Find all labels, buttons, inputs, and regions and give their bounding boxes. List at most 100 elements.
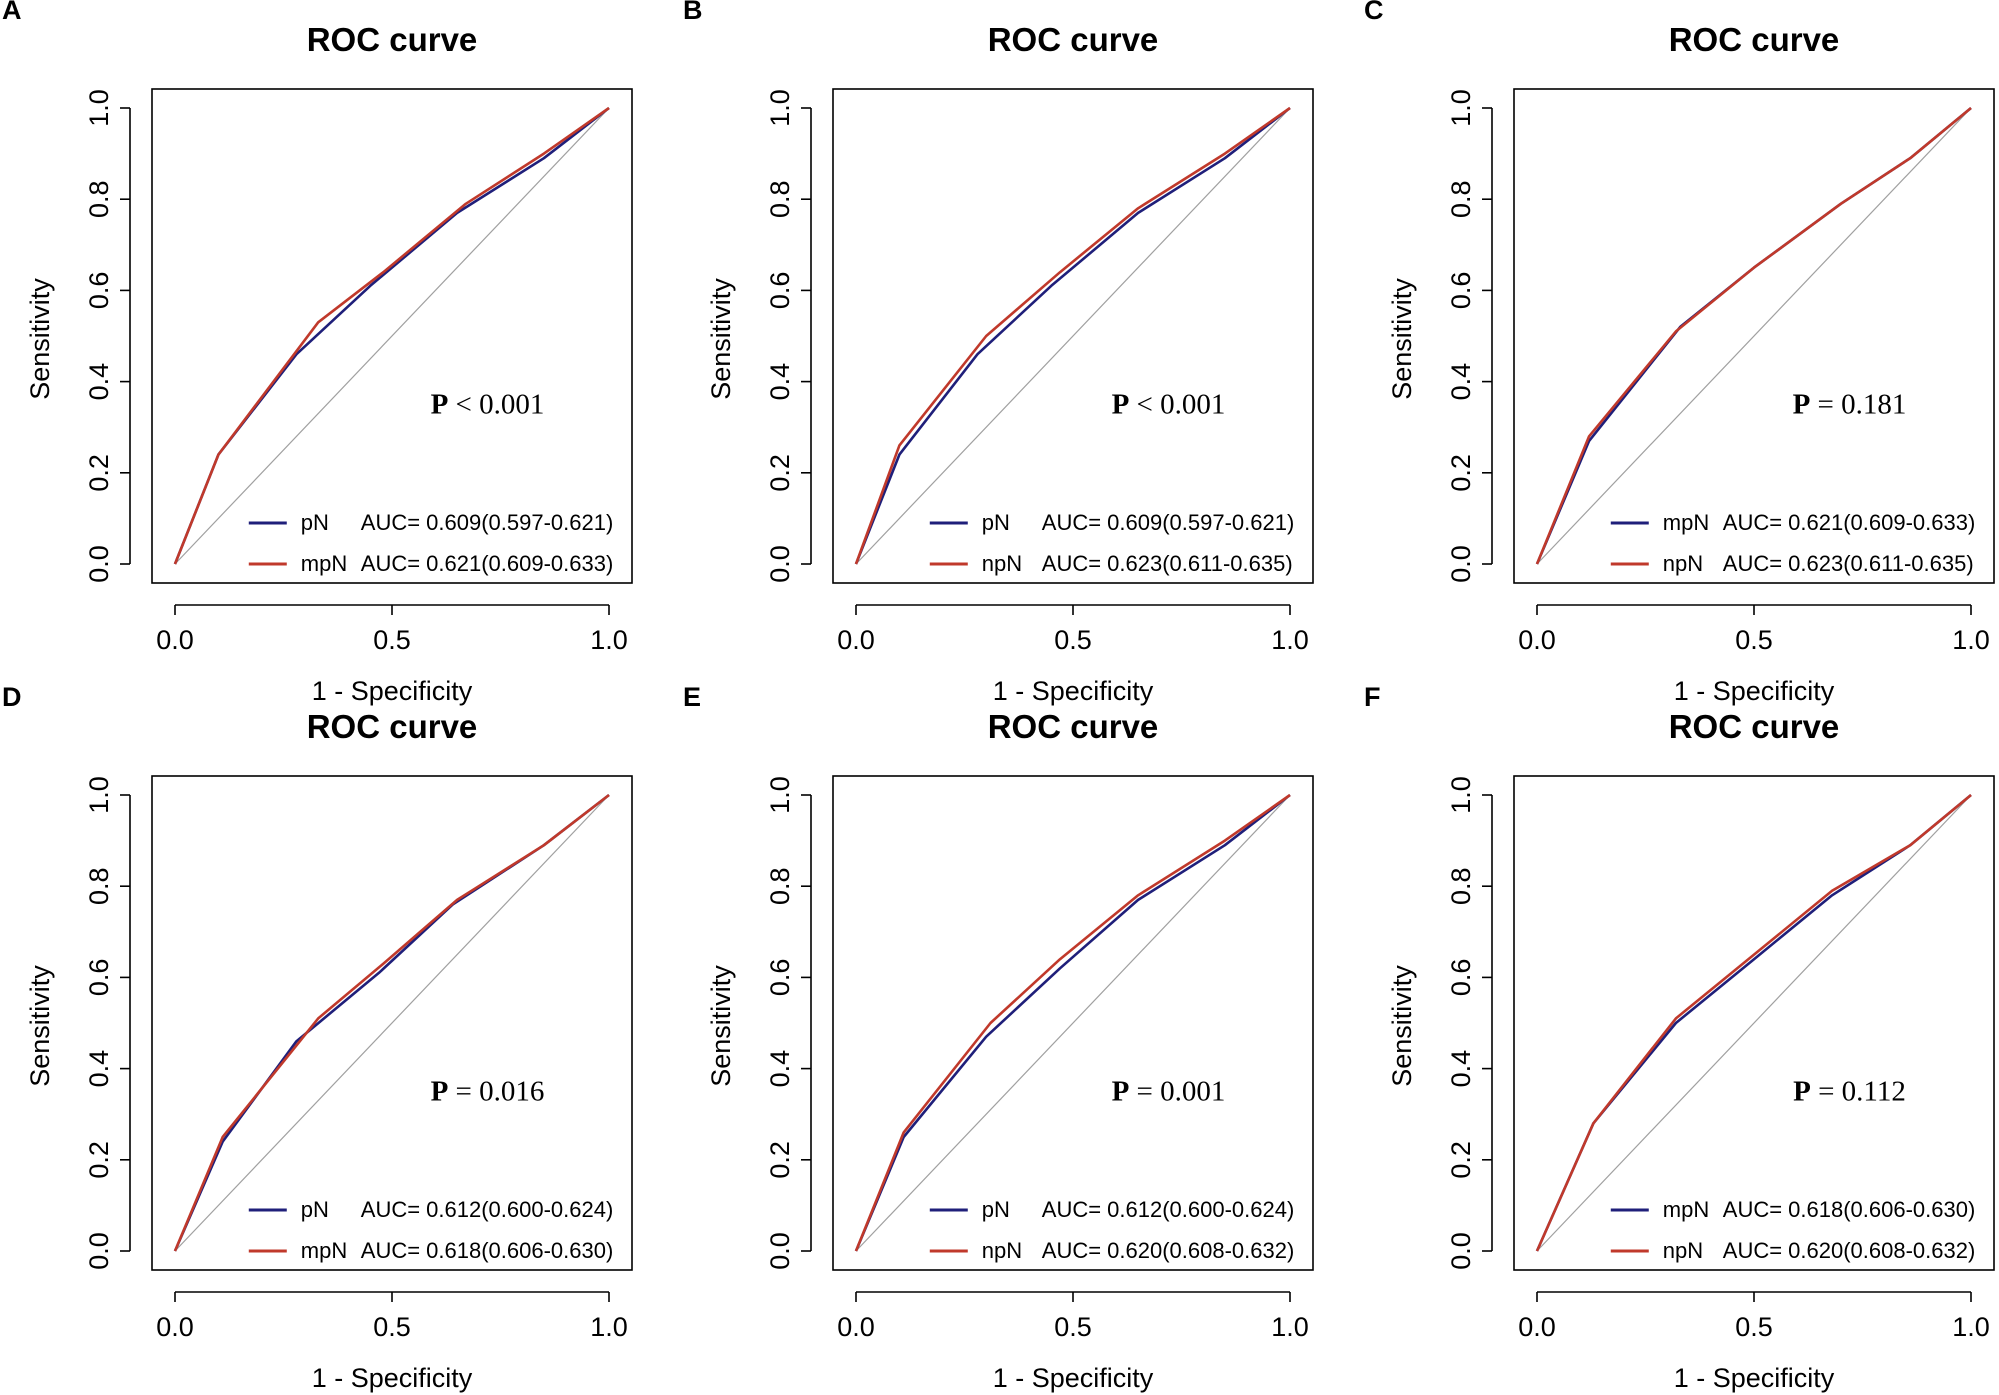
y-axis-label: Sensitivity [25,965,55,1087]
p-value-annotation: P = 0.181 [1793,389,1907,421]
reference-diagonal [174,794,610,1252]
panel-letter: F [1364,682,1381,712]
plot-frame [1513,88,1995,584]
p-value-annotation: P = 0.016 [431,1076,545,1108]
p-label: P [1793,389,1811,421]
legend-auc: AUC= 0.612(0.600-0.624) [1042,1197,1295,1222]
chart-title: ROC curve [988,708,1159,745]
plot-frame [1513,775,1995,1271]
y-tick-label: 0.0 [1446,545,1476,583]
reference-diagonal [855,794,1291,1252]
plot-frame [151,88,633,584]
p-value: = 0.181 [1810,389,1906,421]
x-tick-label: 0.0 [1518,1312,1556,1342]
x-tick-label: 0.5 [1054,625,1092,655]
chart-title: ROC curve [1669,21,1840,58]
y-tick-label: 0.6 [84,272,114,310]
p-value: < 0.001 [1129,389,1225,421]
p-value-annotation: P < 0.001 [1112,389,1226,421]
x-tick-label: 0.0 [156,625,194,655]
reference-diagonal [1536,107,1972,565]
p-value: < 0.001 [448,389,544,421]
plot-frame [832,88,1314,584]
x-axis-label: 1 - Specificity [1674,676,1835,706]
y-tick-label: 0.2 [765,454,795,492]
x-tick-label: 1.0 [1952,625,1990,655]
chart-title: ROC curve [307,708,478,745]
legend-auc: AUC= 0.609(0.597-0.621) [1042,510,1295,535]
p-value-annotation: P = 0.112 [1793,1076,1906,1108]
p-label: P [1112,389,1130,421]
y-tick-label: 0.8 [765,180,795,218]
roc-curve-npn [854,793,1291,1252]
legend-auc: AUC= 0.621(0.609-0.633) [361,551,614,576]
roc-curve-mpn [173,106,610,565]
legend-series-name: mpN [1663,510,1709,535]
plot-frame [151,775,633,1271]
legend-series-name: pN [982,510,1010,535]
y-axis-label: Sensitivity [706,278,736,400]
y-axis-label: Sensitivity [25,278,55,400]
roc-curve-npn [1535,106,1972,565]
panel-letter: A [2,0,22,25]
x-tick-label: 1.0 [590,625,628,655]
x-tick-label: 0.5 [373,1312,411,1342]
x-tick-label: 0.5 [373,625,411,655]
x-tick-label: 0.5 [1054,1312,1092,1342]
x-tick-label: 1.0 [1271,625,1309,655]
y-tick-label: 0.2 [1446,454,1476,492]
chart-title: ROC curve [307,21,478,58]
y-axis-label: Sensitivity [1387,278,1417,400]
y-tick-label: 0.0 [765,545,795,583]
legend-series-name: pN [982,1197,1010,1222]
roc-panel-b: B ROC curve 0.0 0.2 0.4 0.6 0.8 1.0 0.0 0.5 1.0 1 -… [683,0,1314,706]
y-tick-label: 0.2 [765,1141,795,1179]
p-label: P [1793,1076,1811,1108]
y-tick-label: 0.0 [84,1232,114,1270]
roc-panel-a: A ROC curve 0.0 0.2 0.4 0.6 0.8 1.0 0.0 0.5 1.0 1 -… [2,0,633,706]
y-tick-label: 0.4 [84,363,114,401]
p-label: P [431,1076,449,1108]
plot-frame [832,775,1314,1271]
y-tick-label: 0.2 [84,1141,114,1179]
x-axis-label: 1 - Specificity [993,1363,1154,1393]
roc-panel-c: C ROC curve 0.0 0.2 0.4 0.6 0.8 1.0 0.0 0.5 1.0 1 -… [1364,0,1995,706]
legend-auc: AUC= 0.620(0.608-0.632) [1723,1238,1976,1263]
y-tick-label: 0.8 [1446,867,1476,905]
y-tick-label: 0.0 [765,1232,795,1270]
panel-letter: C [1364,0,1384,25]
y-tick-label: 1.0 [765,89,795,127]
y-tick-label: 0.4 [765,363,795,401]
y-tick-label: 0.0 [1446,1232,1476,1270]
legend-auc: AUC= 0.618(0.606-0.630) [1723,1197,1976,1222]
reference-diagonal [855,107,1291,565]
roc-panel-e: E ROC curve 0.0 0.2 0.4 0.6 0.8 1.0 0.0 0.5 1.0 1 -… [683,682,1314,1393]
y-tick-label: 0.2 [1446,1141,1476,1179]
panel-letter: B [683,0,703,25]
legend-auc: AUC= 0.623(0.611-0.635) [1723,551,1974,576]
panel-letter: D [2,682,22,712]
chart-title: ROC curve [1669,708,1840,745]
legend-series-name: npN [1663,1238,1703,1263]
legend-series-name: mpN [301,551,347,576]
legend-series-name: pN [301,510,329,535]
y-tick-label: 0.6 [1446,272,1476,310]
legend-series-name: npN [1663,551,1703,576]
x-tick-label: 0.0 [156,1312,194,1342]
y-tick-label: 0.6 [765,272,795,310]
y-tick-label: 0.8 [84,867,114,905]
y-tick-label: 1.0 [84,89,114,127]
roc-curve-npn [854,106,1291,565]
legend-series-name: pN [301,1197,329,1222]
legend-series-name: npN [982,551,1022,576]
y-tick-label: 0.8 [84,180,114,218]
legend-auc: AUC= 0.612(0.600-0.624) [361,1197,614,1222]
x-tick-label: 0.5 [1735,625,1773,655]
x-tick-label: 0.0 [837,625,875,655]
y-tick-label: 1.0 [765,776,795,814]
y-tick-label: 1.0 [1446,89,1476,127]
y-tick-label: 1.0 [84,776,114,814]
x-tick-label: 1.0 [590,1312,628,1342]
